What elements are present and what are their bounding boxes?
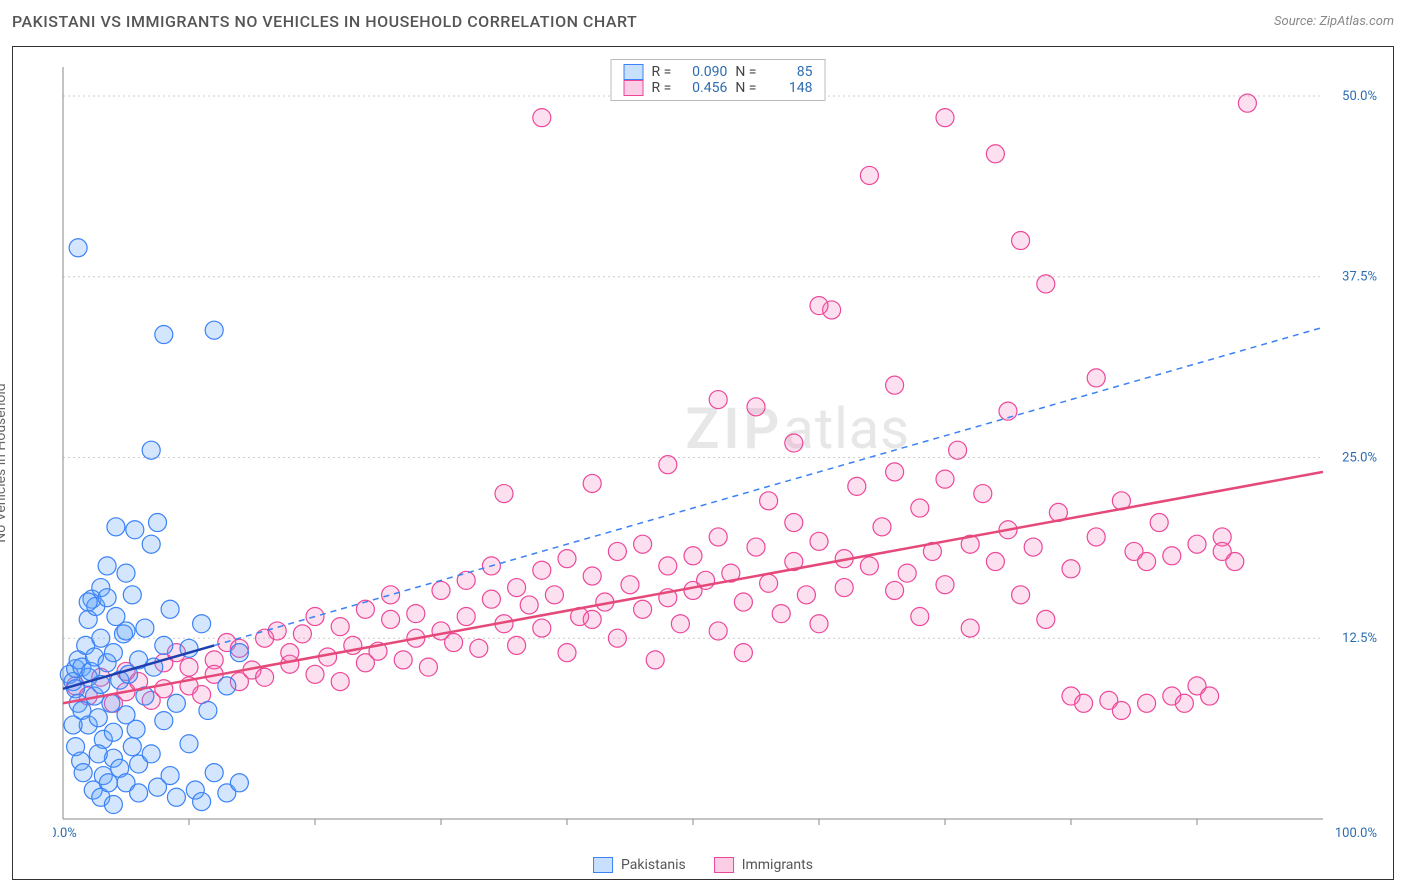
legend-label-pakistanis: Pakistanis bbox=[621, 857, 686, 873]
svg-text:0.0%: 0.0% bbox=[53, 826, 77, 839]
source-link[interactable]: ZipAtlas.com bbox=[1319, 14, 1394, 29]
header: PAKISTANI VS IMMIGRANTS NO VEHICLES IN H… bbox=[12, 12, 1394, 31]
chart-title: PAKISTANI VS IMMIGRANTS NO VEHICLES IN H… bbox=[12, 12, 637, 31]
legend-series: Pakistanis Immigrants bbox=[593, 857, 813, 873]
source-label: Source: bbox=[1274, 14, 1316, 29]
n-value-pakistanis: 85 bbox=[764, 64, 812, 80]
source-credit: Source: ZipAtlas.com bbox=[1274, 14, 1394, 29]
legend-entry-pakistanis: Pakistanis bbox=[593, 857, 686, 873]
plot-area: 12.5%25.0%37.5%50.0%0.0%100.0%ZIPatlas R… bbox=[53, 57, 1383, 839]
y-axis-label: No Vehicles in Household bbox=[0, 383, 9, 542]
svg-text:25.0%: 25.0% bbox=[1342, 450, 1377, 465]
svg-text:12.5%: 12.5% bbox=[1342, 631, 1377, 646]
r-value-immigrants: 0.456 bbox=[679, 80, 727, 96]
r-label: R = bbox=[652, 80, 672, 96]
plot-svg: 12.5%25.0%37.5%50.0%0.0%100.0%ZIPatlas bbox=[53, 57, 1383, 839]
n-label: N = bbox=[735, 80, 756, 96]
svg-text:37.5%: 37.5% bbox=[1342, 270, 1377, 285]
legend-entry-immigrants: Immigrants bbox=[714, 857, 813, 873]
swatch-blue-icon bbox=[624, 64, 644, 80]
swatch-pink-icon bbox=[624, 80, 644, 96]
n-label: N = bbox=[735, 64, 756, 80]
swatch-pink-icon bbox=[714, 857, 734, 873]
r-label: R = bbox=[652, 64, 672, 80]
swatch-blue-icon bbox=[593, 857, 613, 873]
legend-stats-row: R = 0.090 N = 85 bbox=[624, 64, 813, 80]
legend-label-immigrants: Immigrants bbox=[742, 857, 813, 873]
svg-text:100.0%: 100.0% bbox=[1335, 826, 1377, 839]
chart-container: No Vehicles in Household 12.5%25.0%37.5%… bbox=[12, 46, 1394, 880]
legend-stats-row: R = 0.456 N = 148 bbox=[624, 80, 813, 96]
r-value-pakistanis: 0.090 bbox=[679, 64, 727, 80]
svg-text:50.0%: 50.0% bbox=[1342, 89, 1377, 104]
legend-stats: R = 0.090 N = 85 R = 0.456 N = 148 bbox=[611, 59, 826, 101]
n-value-immigrants: 148 bbox=[764, 80, 812, 96]
